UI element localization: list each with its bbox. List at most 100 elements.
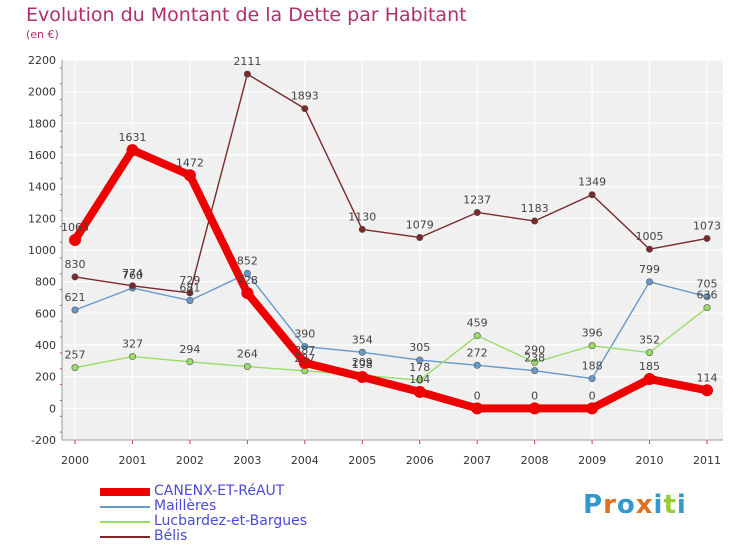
data-point <box>588 191 596 199</box>
data-point <box>301 105 309 113</box>
data-label: 287 <box>294 344 315 357</box>
data-label: 0 <box>589 389 596 402</box>
data-point <box>586 402 599 415</box>
data-point <box>588 342 596 350</box>
data-point <box>531 367 539 375</box>
legend-label: CANENX-ET-RéAUT <box>154 483 285 499</box>
y-tick-label: 200 <box>35 371 56 384</box>
data-label: 238 <box>524 352 545 365</box>
y-tick-label: -200 <box>31 434 56 447</box>
data-label: 352 <box>639 334 660 347</box>
series-line <box>74 307 708 381</box>
data-label: 305 <box>409 341 430 354</box>
data-label: 799 <box>639 263 660 276</box>
data-label: 1237 <box>463 193 491 206</box>
data-point <box>243 363 251 371</box>
y-tick-label: 1000 <box>28 244 56 257</box>
series-line <box>71 146 708 413</box>
data-label: 327 <box>122 338 143 351</box>
y-tick-label: 1600 <box>28 149 56 162</box>
chart-title: Evolution du Montant de la Dette par Hab… <box>26 4 467 26</box>
data-point <box>243 70 251 78</box>
data-point <box>703 234 711 242</box>
legend-swatch <box>100 536 150 538</box>
data-label: 1063 <box>61 221 89 234</box>
data-point <box>301 343 309 351</box>
data-point <box>701 384 713 397</box>
data-point <box>473 208 481 216</box>
data-point <box>71 273 79 281</box>
chart-subtitle: (en €) <box>26 28 59 41</box>
data-label: 621 <box>65 291 86 304</box>
data-label: 178 <box>409 361 430 374</box>
y-tick-label: 1800 <box>28 117 56 130</box>
data-label: 264 <box>237 348 258 361</box>
data-point <box>128 353 136 361</box>
y-tick-label: 400 <box>35 339 56 352</box>
data-point <box>358 225 366 233</box>
data-label: 209 <box>352 356 373 369</box>
x-tick-label: 2003 <box>233 454 261 467</box>
data-label: 459 <box>467 317 488 330</box>
data-point <box>531 358 539 366</box>
data-label: 272 <box>467 346 488 359</box>
x-tick-label: 2002 <box>176 454 204 467</box>
data-point <box>186 289 194 297</box>
y-tick-label: 0 <box>49 402 56 415</box>
data-label: 636 <box>697 289 718 302</box>
legend-label: Maillères <box>154 498 217 514</box>
data-label: 1005 <box>636 230 664 243</box>
data-point <box>298 356 311 369</box>
data-point <box>531 217 539 225</box>
data-label: 354 <box>352 333 373 346</box>
y-tick-label: 2200 <box>28 54 56 67</box>
data-point <box>71 364 79 372</box>
data-label: 188 <box>582 360 603 373</box>
data-point <box>646 349 654 357</box>
data-label: 237 <box>294 352 315 365</box>
x-tick-label: 2011 <box>693 454 721 467</box>
data-label: 198 <box>352 358 373 371</box>
y-tick-label: 600 <box>35 307 56 320</box>
x-tick-label: 2009 <box>578 454 606 467</box>
data-point <box>183 169 196 182</box>
data-label: 0 <box>531 389 538 402</box>
x-tick-label: 2006 <box>406 454 434 467</box>
data-point <box>413 385 426 398</box>
legend-label: Bélis <box>154 528 188 544</box>
data-point <box>473 361 481 369</box>
x-tick-label: 2008 <box>521 454 549 467</box>
data-label: 114 <box>697 371 718 384</box>
data-point <box>471 402 484 415</box>
y-tick-label: 800 <box>35 276 56 289</box>
legend-swatch <box>100 506 150 508</box>
data-label: 185 <box>639 360 660 373</box>
data-label: 774 <box>122 267 143 280</box>
x-tick-label: 2010 <box>636 454 664 467</box>
data-point <box>646 278 654 286</box>
data-point <box>646 245 654 253</box>
data-point <box>588 375 596 383</box>
data-label: 760 <box>122 269 143 282</box>
data-label: 1472 <box>176 156 204 169</box>
data-point <box>358 348 366 356</box>
series-line <box>74 73 708 294</box>
data-point <box>416 376 424 384</box>
x-tick-label: 2001 <box>118 454 146 467</box>
series-line <box>74 272 708 380</box>
data-point <box>356 370 369 383</box>
legend-label: Lucbardez-et-Bargues <box>154 513 308 529</box>
data-label: 1349 <box>578 176 606 189</box>
data-point <box>69 234 81 247</box>
x-tick-label: 2007 <box>463 454 491 467</box>
data-label: 830 <box>65 258 86 271</box>
data-label: 728 <box>237 274 258 287</box>
data-label: 681 <box>179 282 200 295</box>
data-point <box>128 282 136 290</box>
data-label: 104 <box>409 373 430 386</box>
data-point <box>528 402 541 415</box>
data-point <box>186 358 194 366</box>
data-point <box>186 297 194 305</box>
